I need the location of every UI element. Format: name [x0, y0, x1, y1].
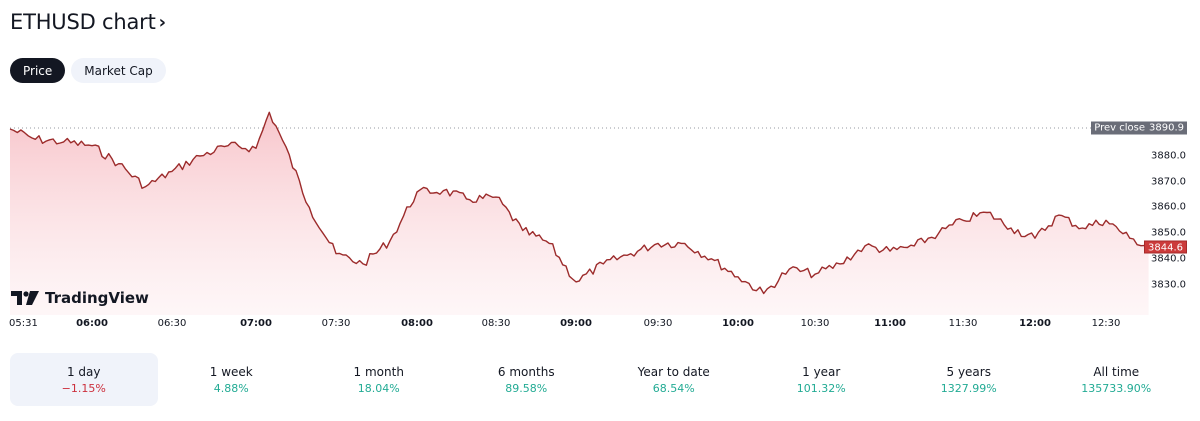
period-1-day[interactable]: 1 day −1.15%	[10, 353, 158, 406]
tradingview-logo-text: TradingView	[45, 289, 149, 307]
price-chart[interactable]: 3880.0 3870.0 3860.0 3850.0 3840.0 3830.0 Pre…	[0, 95, 1200, 335]
tradingview-logo[interactable]: TradingView	[11, 289, 149, 307]
x-tick-label: 11:00	[874, 318, 906, 329]
price-chart-canvas[interactable]	[0, 95, 1200, 335]
x-tick-label: 12:30	[1091, 318, 1121, 329]
y-tick-label: 3830.0	[1151, 279, 1186, 290]
chart-title-link[interactable]: ETHUSD chart ›	[10, 10, 166, 34]
period-change-value: 68.54%	[652, 381, 695, 395]
page-title: ETHUSD chart	[10, 10, 156, 34]
y-tick-label: 3850.0	[1151, 227, 1186, 239]
period-label: 6 months	[497, 364, 555, 379]
x-tick-label: 12:00	[1019, 318, 1051, 329]
x-tick-label: 10:30	[800, 318, 830, 329]
period-label: 5 years	[946, 364, 991, 379]
period-change-value: 135733.90%	[1081, 381, 1152, 395]
period-change-value: 101.32%	[796, 381, 846, 395]
market-cap-tab[interactable]: Market Cap	[71, 58, 166, 83]
prev-close-value: 3890.9	[1146, 121, 1187, 135]
x-tick-label: 07:30	[321, 318, 351, 329]
y-tick-label: 3860.0	[1151, 201, 1186, 213]
x-tick-label: 09:30	[643, 318, 673, 329]
period-change-value: 89.58%	[505, 381, 548, 395]
x-tick-label: 09:00	[560, 318, 592, 329]
x-tick-label: 06:00	[76, 318, 108, 329]
y-tick-label: 3840.0	[1151, 253, 1186, 265]
y-tick-label: 3880.0	[1151, 150, 1186, 162]
period-all-time[interactable]: All time 135733.90%	[1043, 353, 1191, 406]
tradingview-logo-icon	[11, 291, 39, 305]
x-tick-label: 11:30	[948, 318, 978, 329]
period-6-months[interactable]: 6 months 89.58%	[453, 353, 601, 406]
period-1-year[interactable]: 1 year 101.32%	[748, 353, 896, 406]
period-change-value: 1327.99%	[940, 381, 997, 395]
prev-close-label: Prev close	[1091, 121, 1148, 135]
period-1-week[interactable]: 1 week 4.88%	[158, 353, 306, 406]
x-tick-label: 06:30	[157, 318, 187, 329]
price-tab[interactable]: Price	[10, 58, 66, 83]
price-line	[9, 111, 1149, 295]
period-5-years[interactable]: 5 years 1327.99%	[895, 353, 1043, 406]
price-area-fill	[10, 112, 1149, 315]
period-label: All time	[1093, 364, 1140, 379]
x-tick-label: 10:00	[722, 318, 754, 329]
period-label: 1 month	[353, 364, 404, 379]
period-selector: 1 day −1.15% 1 week 4.88% 1 month 18.04% 6 mon…	[10, 353, 1190, 406]
x-tick-label: 05:31	[9, 318, 38, 329]
y-tick-label: 3870.0	[1151, 176, 1186, 188]
chart-type-toggle: Price Market Cap	[10, 58, 166, 83]
period-label: 1 week	[209, 364, 253, 379]
period-label: 1 day	[66, 364, 101, 379]
period-year-to-date[interactable]: Year to date 68.54%	[600, 353, 748, 406]
x-tick-label: 08:00	[401, 318, 433, 329]
period-change-value: −1.15%	[61, 381, 106, 395]
period-label: 1 year	[802, 364, 841, 379]
period-change-value: 4.88%	[213, 381, 249, 395]
period-change-value: 18.04%	[357, 381, 400, 395]
chevron-right-icon: ›	[158, 11, 166, 33]
x-axis: 05:31 06:00 06:30 07:00 07:30 08:00 08:30 09:00…	[0, 318, 1200, 332]
last-price-badge: 3844.6	[1144, 240, 1187, 254]
period-label: Year to date	[637, 364, 710, 379]
x-tick-label: 07:00	[240, 318, 272, 329]
period-1-month[interactable]: 1 month 18.04%	[305, 353, 453, 406]
x-tick-label: 08:30	[481, 318, 511, 329]
